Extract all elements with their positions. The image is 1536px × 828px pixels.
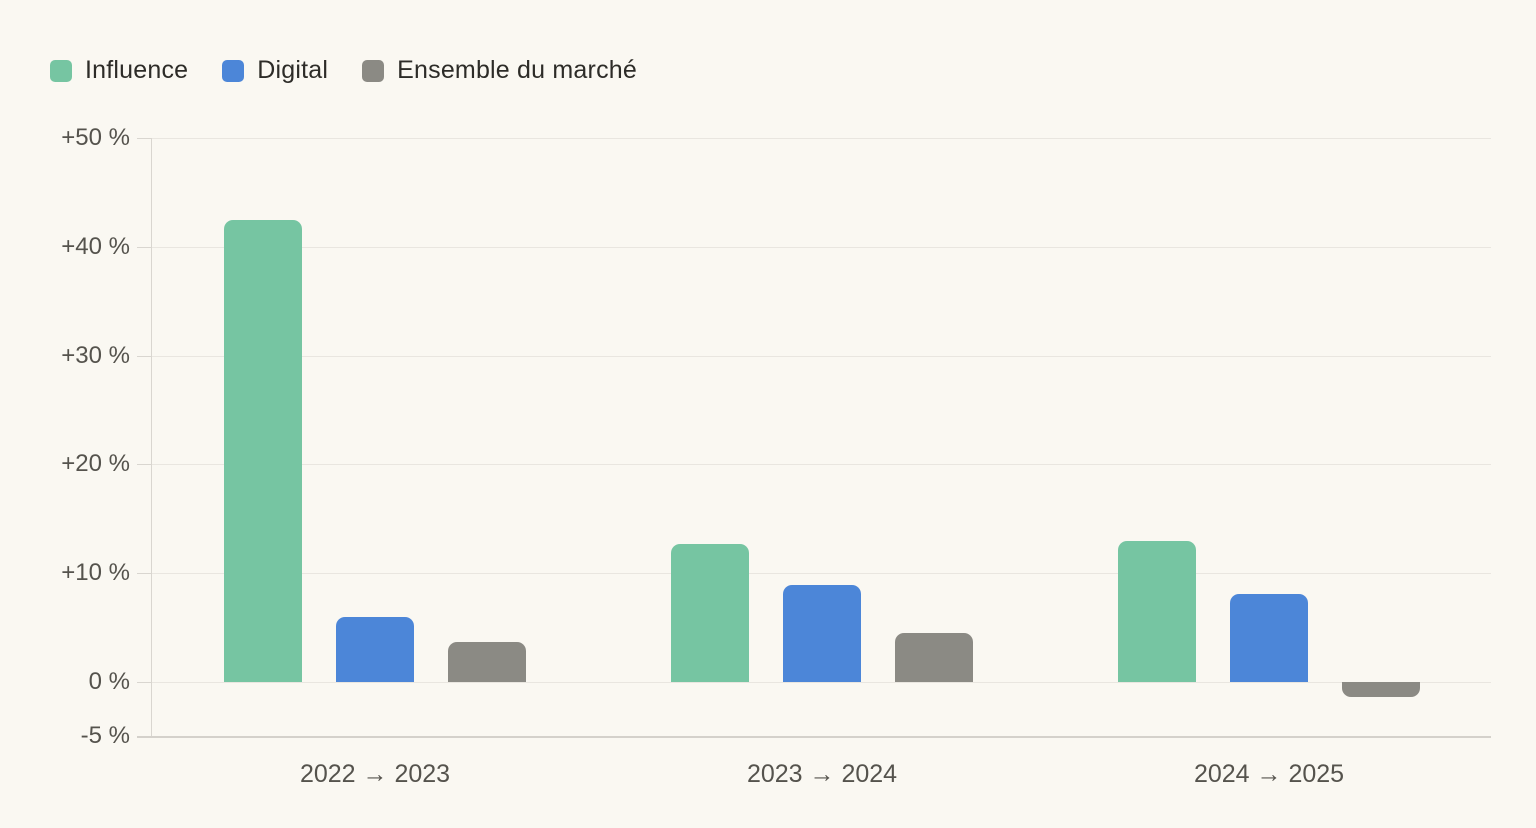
legend-swatch-influence <box>50 59 72 82</box>
bar-influence-2023-2024[interactable] <box>671 543 749 682</box>
y-axis-label-10: +10 % <box>61 559 130 587</box>
gridline--5 <box>137 736 1491 739</box>
y-axis-line <box>151 138 152 737</box>
legend-item-influence[interactable]: Influence <box>50 56 188 85</box>
bar-ensemble-du-marche-2022-2023[interactable] <box>448 641 526 682</box>
legend-swatch-digital <box>222 59 245 82</box>
y-tick-mark <box>137 138 151 139</box>
gridline-0 <box>151 682 1491 683</box>
gridline-30 <box>151 355 1491 357</box>
bar-ensemble-du-marche-2024-2025[interactable] <box>1342 682 1420 698</box>
y-axis-label-0: 0 % <box>88 668 130 695</box>
y-axis-label-40: +40 % <box>61 232 130 260</box>
y-axis-label-30: +30 % <box>61 341 130 369</box>
bar-digital-2023-2024[interactable] <box>783 585 861 682</box>
legend: Influence Digital Ensemble du marché <box>50 56 637 85</box>
x-axis-label-2022-2023: 2022 → 2023 <box>299 760 451 788</box>
gridline-50 <box>151 138 1491 139</box>
legend-item-digital[interactable]: Digital <box>222 56 328 85</box>
y-tick-mark <box>137 573 151 575</box>
gridline-10 <box>151 573 1491 575</box>
gridline-40 <box>151 246 1491 248</box>
legend-swatch-ensemble-du-marche <box>362 59 385 82</box>
y-axis-label-50: +50 % <box>61 124 130 151</box>
legend-item-ensemble-du-marche[interactable]: Ensemble du marché <box>362 56 637 85</box>
y-tick-mark <box>137 682 151 683</box>
y-axis-label--5: -5 % <box>80 722 130 750</box>
y-axis-label-20: +20 % <box>61 450 130 478</box>
y-tick-mark <box>137 355 151 357</box>
legend-label: Ensemble du marché <box>397 56 637 84</box>
bar-ensemble-du-marche-2023-2024[interactable] <box>895 633 973 682</box>
gridline-20 <box>151 464 1491 466</box>
legend-label: Digital <box>257 56 329 84</box>
legend-label: Influence <box>85 56 189 84</box>
x-axis-label-2023-2024: 2023 → 2024 <box>746 760 898 788</box>
y-tick-mark <box>137 464 151 466</box>
y-tick-mark <box>137 246 151 248</box>
x-axis-label-2024-2025: 2024 → 2025 <box>1193 760 1345 788</box>
bar-digital-2022-2023[interactable] <box>336 616 414 682</box>
bar-influence-2022-2023[interactable] <box>224 219 302 682</box>
bar-digital-2024-2025[interactable] <box>1230 593 1308 682</box>
bar-influence-2024-2025[interactable] <box>1118 540 1196 682</box>
